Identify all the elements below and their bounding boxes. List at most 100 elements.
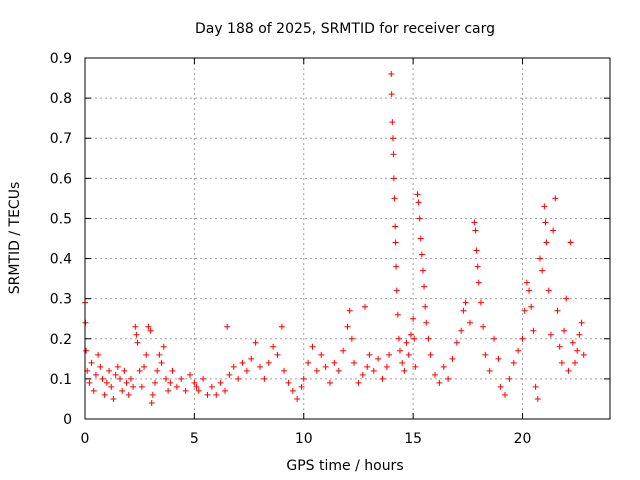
data-point (534, 395, 541, 402)
data-point (480, 323, 487, 330)
data-point (108, 383, 115, 390)
data-point (158, 359, 165, 366)
data-point (110, 395, 117, 402)
data-point (138, 383, 145, 390)
data-point (415, 199, 422, 206)
data-point (477, 299, 484, 306)
y-tick-label: 0.6 (50, 171, 72, 187)
data-point (222, 387, 228, 394)
data-point (355, 379, 362, 386)
y-tick-label: 0.5 (50, 211, 72, 227)
data-point (567, 239, 574, 246)
data-point (359, 371, 366, 378)
data-point (257, 363, 263, 370)
data-point (86, 379, 93, 386)
data-point (475, 279, 482, 286)
data-point (510, 359, 517, 366)
data-point (187, 371, 193, 378)
data-point (165, 387, 172, 394)
data-point (407, 331, 414, 338)
data-point (393, 287, 400, 294)
data-point (397, 347, 403, 354)
data-point (432, 371, 438, 378)
data-point (436, 379, 443, 386)
data-point (375, 355, 382, 362)
data-point (92, 371, 99, 378)
data-point (427, 351, 434, 358)
data-point (141, 363, 148, 370)
data-point (541, 203, 548, 210)
data-point (136, 367, 143, 374)
data-point (497, 383, 504, 390)
data-point (506, 375, 513, 382)
data-point (97, 363, 104, 370)
data-point (344, 323, 351, 330)
data-point (154, 367, 161, 374)
data-point (472, 227, 479, 234)
data-point (348, 335, 355, 342)
data-point (289, 387, 296, 394)
data-point (193, 383, 200, 390)
y-axis-title: SRMTID / TECUs (7, 182, 23, 295)
data-point (300, 375, 307, 382)
data-point (388, 91, 395, 98)
data-point (542, 219, 549, 226)
data-point (474, 263, 481, 270)
data-point (502, 391, 508, 398)
data-point (411, 335, 418, 342)
data-point (422, 303, 429, 310)
data-point (565, 367, 572, 374)
data-point (123, 379, 130, 386)
data-point (460, 307, 467, 314)
data-point (148, 399, 155, 406)
data-point (125, 391, 132, 398)
data-point (309, 343, 316, 350)
data-point (239, 359, 246, 366)
data-point (294, 395, 301, 402)
data-point (425, 335, 432, 342)
data-point (471, 219, 478, 226)
x-tick-label: 0 (81, 431, 90, 447)
data-point (486, 367, 493, 374)
data-point (414, 191, 421, 198)
data-point (224, 323, 231, 330)
data-point (281, 367, 288, 374)
y-tick-label: 0.9 (50, 51, 72, 67)
data-point (418, 251, 425, 258)
data-point (421, 283, 428, 290)
data-point (552, 195, 559, 202)
data-point (127, 375, 134, 382)
data-point (147, 327, 154, 334)
data-point (278, 323, 285, 330)
data-point (519, 335, 526, 342)
data-point (462, 299, 469, 306)
y-tick-label: 0.4 (50, 252, 72, 268)
axis-ticks: 0 0.1 0.2 0.3 0.4 0.5 0.6 0.7 0.8 0.9 0 5 10 15 20 (50, 51, 610, 447)
chart-title: Day 188 of 2025, SRMTID for receiver car… (195, 21, 495, 37)
data-point (515, 347, 522, 354)
data-point (449, 355, 456, 362)
x-tick-label: 20 (514, 431, 532, 447)
data-point (235, 375, 242, 382)
data-point (473, 247, 480, 254)
data-point (388, 71, 395, 78)
data-point (313, 367, 320, 374)
data-point (379, 375, 386, 382)
data-point (217, 379, 224, 386)
data-point (383, 363, 390, 370)
data-point (195, 387, 202, 394)
data-point (182, 387, 189, 394)
data-point (440, 363, 447, 370)
data-point (445, 375, 452, 382)
data-point (563, 295, 570, 302)
data-point (327, 379, 333, 386)
data-point (134, 339, 141, 346)
data-point (340, 347, 347, 354)
data-point (178, 375, 185, 382)
x-tick-label: 15 (404, 431, 422, 447)
data-point (114, 363, 121, 370)
data-point (83, 347, 90, 354)
data-point (390, 135, 396, 142)
data-point (389, 119, 396, 126)
data-point (395, 335, 402, 342)
